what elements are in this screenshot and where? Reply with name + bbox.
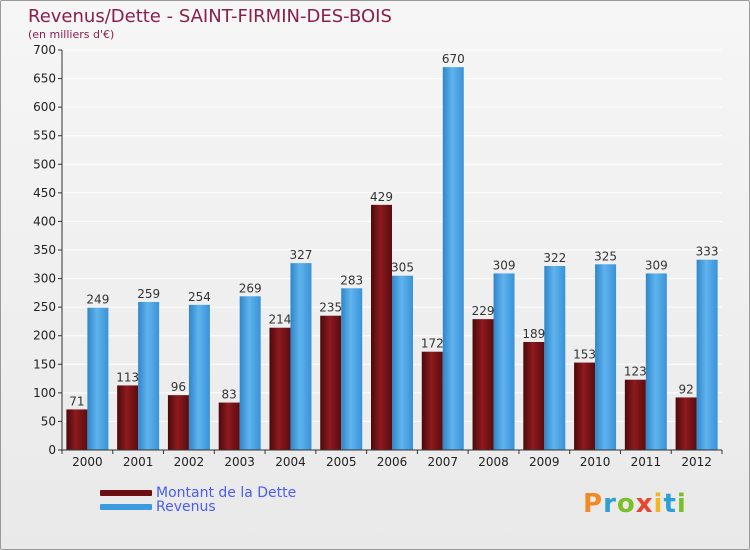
bar-debt [472,319,494,450]
data-label-revenue: 305 [391,261,414,275]
bar-debt [624,379,646,450]
data-label-revenue: 309 [493,258,516,272]
bar-revenue [544,266,566,450]
bar-revenue [138,302,160,450]
data-label-revenue: 283 [340,273,363,287]
bar-revenue [696,259,718,450]
data-label-revenue: 249 [86,293,109,307]
bar-revenue [392,275,413,450]
legend-swatch-debt [100,490,152,496]
bar-debt [167,395,189,450]
data-label-debt: 214 [269,313,292,327]
data-label-revenue: 259 [137,287,160,301]
x-tick-label: 2003 [224,455,255,469]
x-tick-label: 2007 [427,455,458,469]
legend-label-debt: Montant de la Dette [156,485,297,501]
legend: Montant de la Dette Revenus [100,486,296,514]
bar-revenue [87,307,109,450]
data-label-debt: 96 [171,380,186,394]
data-label-revenue: 309 [645,258,668,272]
bar-revenue [341,288,363,450]
x-tick-label: 2004 [275,455,306,469]
data-label-revenue: 325 [594,249,617,263]
x-tick-label: 2006 [377,455,408,469]
y-tick-label: 150 [33,357,56,371]
x-tick-label: 2005 [326,455,357,469]
bar-debt [371,204,392,450]
bar-debt [269,327,291,450]
data-label-debt: 235 [319,301,342,315]
bar-debt [218,402,240,450]
bar-revenue [493,273,515,450]
y-tick-label: 600 [33,100,56,114]
x-tick-label: 2001 [123,455,154,469]
y-tick-label: 450 [33,186,56,200]
chart-subtitle: (en milliers d'€) [28,28,115,41]
data-label-debt: 229 [472,304,495,318]
bar-debt [675,397,697,450]
bar-revenue [595,264,617,450]
x-tick-label: 2008 [478,455,509,469]
data-label-revenue: 670 [442,52,465,66]
legend-swatch-revenue [100,504,152,510]
y-tick-label: 650 [33,72,56,86]
data-label-revenue: 322 [543,251,566,265]
y-tick-label: 550 [33,129,56,143]
bar-revenue [290,263,312,450]
y-tick-label: 300 [33,272,56,286]
y-tick-label: 350 [33,243,56,257]
data-label-debt: 172 [421,337,444,351]
data-label-debt: 429 [370,190,393,204]
data-label-revenue: 254 [188,290,211,304]
x-tick-label: 2010 [580,455,611,469]
bar-debt [523,342,545,450]
bar-debt [320,315,342,450]
data-label-debt: 92 [678,382,693,396]
y-tick-label: 50 [41,414,56,428]
x-tick-label: 2000 [72,455,103,469]
bar-revenue [188,304,210,450]
bar-debt [66,409,88,450]
data-label-revenue: 333 [696,245,719,259]
y-tick-label: 0 [48,443,56,457]
y-tick-label: 700 [33,43,56,57]
data-label-revenue: 269 [239,281,262,295]
proxiti-logo: Proxiti [583,489,687,519]
y-tick-label: 250 [33,300,56,314]
legend-item-debt: Montant de la Dette [100,486,296,500]
x-tick-label: 2012 [681,455,712,469]
data-label-debt: 113 [116,370,139,384]
bar-debt [117,385,139,450]
y-tick-label: 400 [33,214,56,228]
data-label-debt: 123 [624,365,647,379]
bar-debt [421,351,443,450]
legend-item-revenue: Revenus [100,500,296,514]
x-tick-label: 2002 [174,455,205,469]
data-label-debt: 83 [222,388,237,402]
x-tick-label: 2009 [529,455,560,469]
legend-label-revenue: Revenus [156,499,216,515]
data-label-debt: 189 [522,327,545,341]
bar-revenue [442,67,464,451]
chart-title: Revenus/Dette - SAINT-FIRMIN-DES-BOIS [28,6,392,27]
y-tick-label: 200 [33,329,56,343]
bar-revenue [239,296,261,450]
bar-revenue [645,273,667,450]
bar-debt [574,362,596,450]
y-tick-label: 500 [33,157,56,171]
data-label-revenue: 327 [290,248,313,262]
x-tick-label: 2011 [631,455,662,469]
y-tick-label: 100 [33,386,56,400]
data-label-debt: 153 [573,348,596,362]
data-label-debt: 71 [69,394,84,408]
